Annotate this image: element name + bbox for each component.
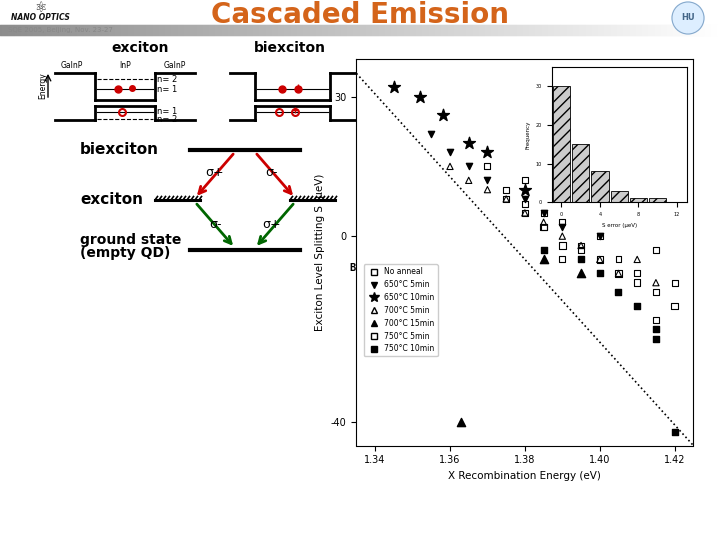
Point (650, 288, 662, 296)
Text: Benson & Yamamoto, PRL 84, 2513 (2000): Benson & Yamamoto, PRL 84, 2513 (2000) (350, 263, 588, 273)
Point (557, 222, 568, 231)
Point (388, 83, 400, 92)
Point (594, 255, 606, 264)
Point (650, 246, 662, 254)
Text: (empty QD): (empty QD) (80, 246, 171, 260)
Point (519, 208, 531, 217)
Point (594, 232, 606, 240)
Point (500, 185, 512, 194)
Point (482, 185, 493, 194)
Text: HU: HU (681, 14, 695, 23)
Text: σ+: σ+ (263, 218, 282, 231)
Point (463, 176, 474, 185)
Point (519, 199, 531, 208)
Point (594, 255, 606, 264)
Point (613, 269, 624, 278)
Point (669, 278, 680, 287)
Point (613, 288, 624, 296)
Point (463, 162, 474, 171)
Point (650, 278, 662, 287)
Text: biexciton: biexciton (254, 41, 326, 55)
Point (575, 269, 587, 278)
Text: exciton: exciton (112, 41, 168, 55)
Text: exciton: exciton (80, 192, 143, 207)
Point (650, 334, 662, 343)
Circle shape (672, 2, 704, 34)
Point (538, 255, 549, 264)
Y-axis label: Exciton Level Splitting S (μeV): Exciton Level Splitting S (μeV) (315, 174, 325, 331)
Text: InP: InP (119, 61, 131, 70)
Point (575, 255, 587, 264)
Point (631, 269, 643, 278)
Point (538, 246, 549, 254)
Point (631, 302, 643, 310)
Text: n= 1: n= 1 (157, 84, 177, 93)
Text: Young et al., PRB 72, 113305 (2005): Young et al., PRB 72, 113305 (2005) (432, 283, 668, 293)
Text: Cascaded Emission: Cascaded Emission (211, 1, 509, 29)
Text: SQE 2005, Beijing, Nov. 23-27: SQE 2005, Beijing, Nov. 23-27 (8, 27, 113, 33)
Point (519, 185, 531, 194)
Point (519, 208, 531, 217)
Text: n= 2: n= 2 (157, 114, 177, 124)
Point (444, 148, 456, 157)
Point (650, 325, 662, 334)
Point (669, 427, 680, 436)
Point (538, 222, 549, 231)
Point (444, 162, 456, 171)
Point (594, 269, 606, 278)
Point (463, 139, 474, 147)
Text: n= 2: n= 2 (157, 75, 177, 84)
Point (575, 241, 587, 250)
Point (669, 302, 680, 310)
Text: Energy: Energy (38, 72, 48, 99)
Text: NANO OPTICS: NANO OPTICS (11, 14, 69, 23)
Point (575, 241, 587, 250)
Point (557, 241, 568, 250)
Point (538, 222, 549, 231)
Point (557, 255, 568, 264)
Point (456, 418, 467, 427)
Text: σ+: σ+ (206, 165, 225, 179)
Point (437, 111, 449, 119)
X-axis label: X Recombination Energy (eV): X Recombination Energy (eV) (449, 471, 601, 481)
Point (538, 218, 549, 227)
Point (500, 194, 512, 203)
Point (482, 148, 493, 157)
Text: n= 1: n= 1 (157, 107, 177, 117)
Point (557, 232, 568, 240)
Point (613, 269, 624, 278)
Text: σ-: σ- (266, 165, 278, 179)
Text: σ-: σ- (209, 218, 221, 231)
Point (631, 278, 643, 287)
Point (538, 208, 549, 217)
Text: ⚛: ⚛ (34, 1, 46, 15)
Point (575, 246, 587, 254)
Point (557, 218, 568, 227)
Text: ground state: ground state (80, 233, 181, 247)
Text: GaInP: GaInP (60, 61, 84, 70)
Point (426, 130, 437, 138)
Point (631, 255, 643, 264)
Point (613, 255, 624, 264)
Point (482, 176, 493, 185)
Point (500, 194, 512, 203)
Legend: No anneal, 650°C 5min, 650°C 10min, 700°C 5min, 700°C 15min, 750°C 5min, 750°C 1: No anneal, 650°C 5min, 650°C 10min, 700°… (364, 265, 438, 356)
Point (519, 194, 531, 203)
Point (414, 92, 426, 101)
Point (482, 162, 493, 171)
Point (650, 315, 662, 324)
Text: GaInP: GaInP (164, 61, 186, 70)
Point (594, 232, 606, 240)
Point (538, 208, 549, 217)
Text: biexciton: biexciton (80, 143, 159, 158)
Point (519, 176, 531, 185)
